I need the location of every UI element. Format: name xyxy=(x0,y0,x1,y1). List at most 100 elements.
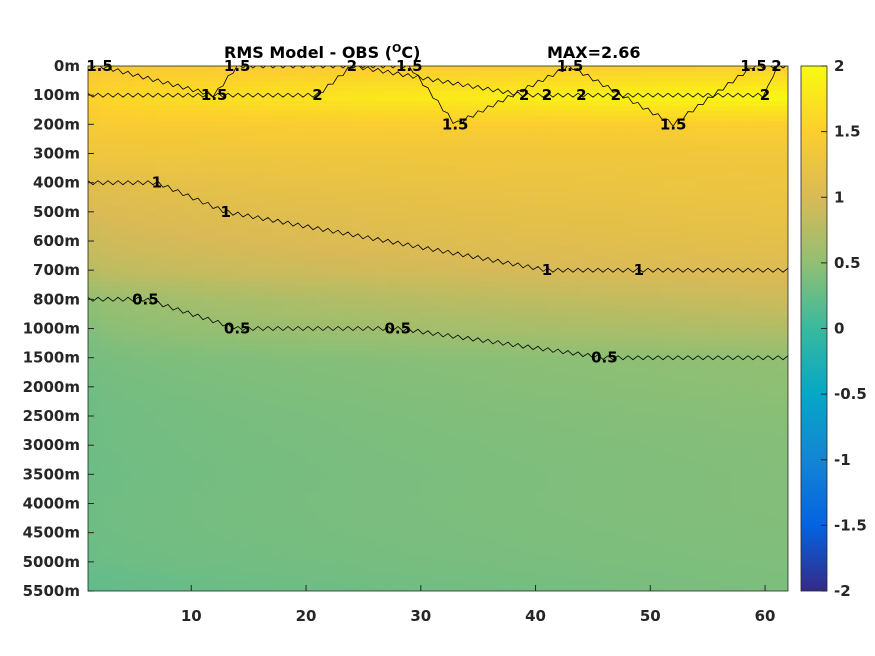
heatmap-cell xyxy=(661,196,674,202)
heatmap-cell xyxy=(374,276,387,282)
heatmap-cell xyxy=(351,116,365,122)
heatmap-cell xyxy=(455,76,468,82)
heatmap-cell xyxy=(260,441,273,447)
heatmap-cell xyxy=(248,121,261,127)
heatmap-cell xyxy=(581,316,594,322)
heatmap-cell xyxy=(328,231,342,237)
heatmap-cell xyxy=(501,446,514,452)
heatmap-cell xyxy=(306,426,319,432)
heatmap-cell xyxy=(225,226,238,232)
heatmap-cell xyxy=(145,411,158,417)
heatmap-cell xyxy=(88,436,101,442)
heatmap-cell xyxy=(696,146,709,152)
heatmap-cell xyxy=(260,361,273,367)
heatmap-cell xyxy=(569,411,583,417)
heatmap-cell xyxy=(110,211,124,217)
heatmap-cell xyxy=(202,316,215,322)
heatmap-cell xyxy=(363,471,376,477)
heatmap-cell xyxy=(443,456,456,462)
heatmap-cell xyxy=(753,201,766,207)
heatmap-cell xyxy=(707,226,720,232)
heatmap-cell xyxy=(340,451,353,457)
heatmap-cell xyxy=(730,166,743,172)
heatmap-cell xyxy=(558,336,571,342)
heatmap-cell xyxy=(179,391,192,397)
heatmap-cell xyxy=(88,406,101,412)
heatmap-cell xyxy=(88,386,101,392)
heatmap-cell xyxy=(615,201,628,207)
heatmap-cell xyxy=(765,196,778,202)
heatmap-cell xyxy=(765,171,778,177)
heatmap-cell xyxy=(374,386,387,392)
heatmap-cell xyxy=(432,366,445,372)
heatmap-cell xyxy=(753,106,766,112)
heatmap-cell xyxy=(558,146,571,152)
heatmap-cell xyxy=(156,386,169,392)
heatmap-cell xyxy=(627,156,640,162)
heatmap-cell xyxy=(524,161,537,167)
heatmap-cell xyxy=(225,141,238,147)
heatmap-cell xyxy=(99,166,112,172)
heatmap-cell xyxy=(386,376,399,382)
heatmap-cell xyxy=(191,136,204,142)
heatmap-cell xyxy=(719,186,732,192)
heatmap-cell xyxy=(386,161,399,167)
heatmap-cell xyxy=(88,471,101,477)
heatmap-cell xyxy=(478,251,491,257)
heatmap-cell xyxy=(547,371,560,377)
heatmap-cell xyxy=(661,296,674,302)
heatmap-cell xyxy=(202,466,215,472)
heatmap-cell xyxy=(306,86,319,92)
heatmap-cell xyxy=(306,151,319,157)
heatmap-cell xyxy=(386,371,399,377)
heatmap-cell xyxy=(340,366,353,372)
heatmap-cell xyxy=(145,176,158,182)
heatmap-cell xyxy=(432,286,445,292)
heatmap-cell xyxy=(214,101,227,107)
heatmap-cell xyxy=(99,366,112,372)
heatmap-cell xyxy=(283,336,296,342)
heatmap-cell xyxy=(719,136,732,142)
heatmap-cell xyxy=(512,166,525,172)
heatmap-cell xyxy=(409,126,422,132)
heatmap-cell xyxy=(420,66,433,72)
heatmap-cell xyxy=(237,101,250,107)
heatmap-cell xyxy=(374,291,387,297)
heatmap-cell xyxy=(776,101,788,107)
heatmap-cell xyxy=(225,401,238,407)
heatmap-cell xyxy=(615,146,628,152)
heatmap-cell xyxy=(260,71,273,77)
heatmap-cell xyxy=(260,191,273,197)
heatmap-cell xyxy=(409,251,422,257)
heatmap-cell xyxy=(466,176,479,182)
heatmap-cell xyxy=(730,371,743,377)
heatmap-cell xyxy=(558,396,571,402)
heatmap-cell xyxy=(145,71,158,77)
heatmap-cell xyxy=(306,211,319,217)
heatmap-cell xyxy=(340,106,353,112)
heatmap-cell xyxy=(569,226,583,232)
heatmap-cell xyxy=(719,161,732,167)
heatmap-cell xyxy=(478,81,491,87)
heatmap-cell xyxy=(466,416,479,422)
heatmap-cell xyxy=(753,371,766,377)
heatmap-cell xyxy=(328,341,342,347)
heatmap-cell xyxy=(179,76,192,82)
heatmap-cell xyxy=(294,66,307,72)
heatmap-cell xyxy=(179,121,192,127)
heatmap-cell xyxy=(168,311,181,317)
heatmap-cell xyxy=(776,71,788,77)
heatmap-cell xyxy=(386,121,399,127)
heatmap-cell xyxy=(133,311,146,317)
heatmap-cell xyxy=(409,286,422,292)
heatmap-cell xyxy=(328,311,342,317)
heatmap-cell xyxy=(363,176,376,182)
heatmap-cell xyxy=(122,466,135,472)
heatmap-cell xyxy=(673,191,686,197)
heatmap-cell xyxy=(374,296,387,302)
heatmap-cell xyxy=(478,126,491,132)
heatmap-cell xyxy=(225,206,238,212)
heatmap-cell xyxy=(466,276,479,282)
heatmap-cell xyxy=(237,336,250,342)
heatmap-cell xyxy=(271,231,284,237)
